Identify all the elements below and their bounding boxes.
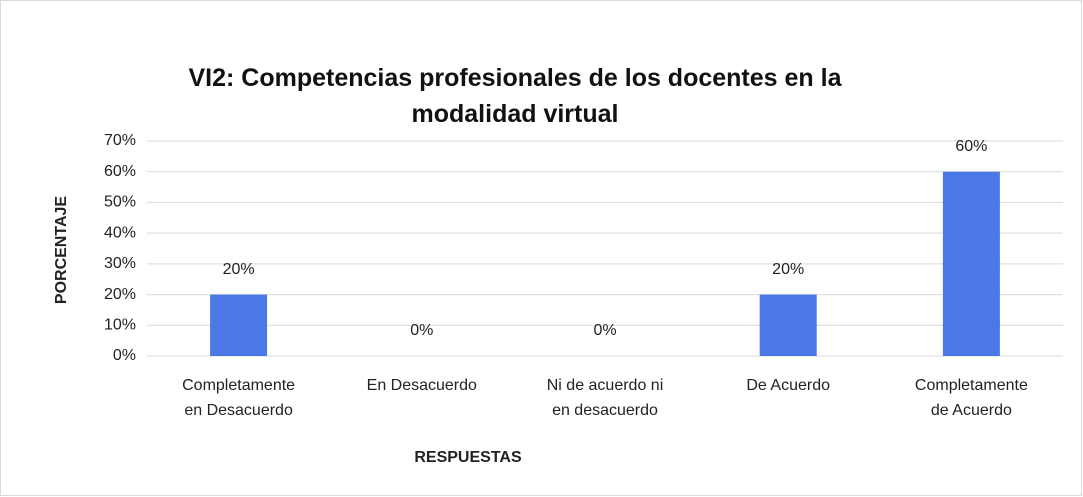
y-tick-label: 40%: [104, 224, 136, 241]
bar: [759, 294, 817, 356]
bar: [210, 294, 268, 356]
x-tick-label: De Acuerdo: [746, 377, 830, 394]
x-axis-title: RESPUESTAS: [414, 449, 522, 466]
chart-title: VI2: Competencias profesionales de los d…: [188, 64, 842, 128]
y-axis-title: PORCENTAJE: [53, 196, 70, 304]
value-label: 20%: [772, 261, 804, 278]
y-tick-label: 20%: [104, 286, 136, 303]
value-label: 20%: [223, 261, 255, 278]
y-tick-label: 70%: [104, 132, 136, 149]
value-label: 0%: [410, 322, 433, 339]
x-tick-label: Ni de acuerdo ni en desacuerdo: [546, 377, 664, 419]
y-tick-label: 60%: [104, 163, 136, 180]
y-tick-label: 10%: [104, 317, 136, 334]
x-tick-label: En Desacuerdo: [366, 377, 477, 394]
y-tick-label: 0%: [113, 347, 136, 364]
y-tick-label: 50%: [104, 194, 136, 211]
bar: [942, 171, 1000, 356]
x-tick-label: Completamente de Acuerdo: [914, 377, 1028, 419]
x-tick-label: Completamente en Desacuerdo: [182, 377, 296, 419]
y-tick-label: 30%: [104, 255, 136, 272]
value-label: 60%: [955, 138, 987, 155]
value-label: 0%: [593, 322, 616, 339]
